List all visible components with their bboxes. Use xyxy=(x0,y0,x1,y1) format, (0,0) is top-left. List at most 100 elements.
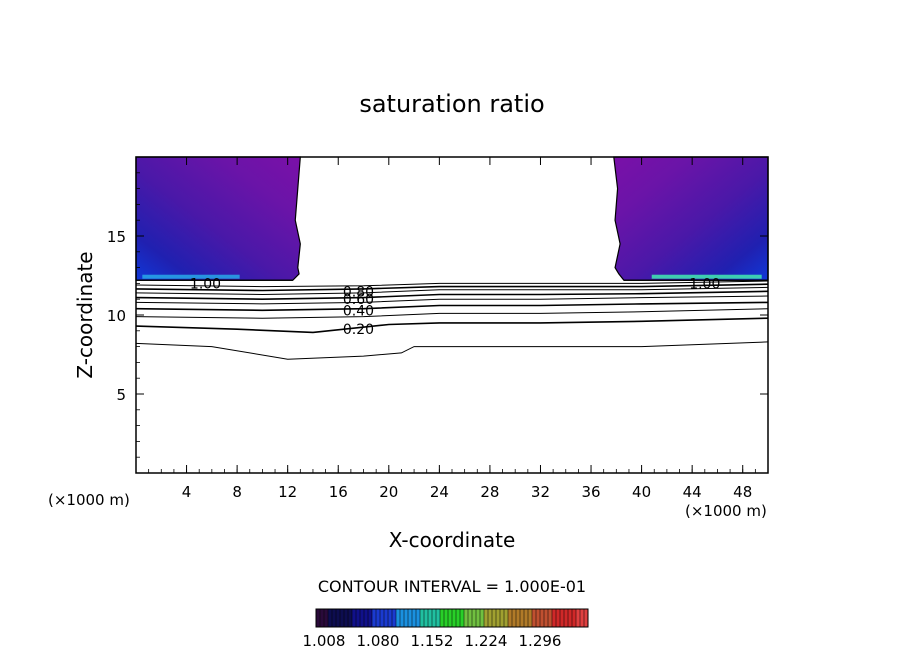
colorbar-cell xyxy=(436,609,441,627)
x-axis-label: X-coordinate xyxy=(389,528,516,552)
colorbar-cell xyxy=(340,609,345,627)
colorbar-cell xyxy=(364,609,369,627)
y-axis-label: Z-coordinate xyxy=(73,251,97,378)
colorbar-tick-label: 1.224 xyxy=(465,632,508,650)
colorbar-cell xyxy=(572,609,577,627)
colorbar-cell xyxy=(324,609,329,627)
colorbar-cell xyxy=(452,609,457,627)
x-tick-label: 12 xyxy=(278,483,297,501)
colorbar-cell xyxy=(404,609,409,627)
colorbar-tick-labels: 1.008 1.080 1.152 1.224 1.296 xyxy=(303,632,562,650)
colorbar-tick-label: 1.152 xyxy=(411,632,454,650)
colorbar-cell xyxy=(336,609,341,627)
colorbar-cell xyxy=(500,609,505,627)
x-tick-label: 20 xyxy=(379,483,398,501)
colorbar-cell xyxy=(484,609,489,627)
colorbar-cell xyxy=(412,609,417,627)
colorbar-cell xyxy=(328,609,333,627)
colorbar-cell xyxy=(408,609,413,627)
supersat-peak-right xyxy=(651,274,762,279)
colorbar-cell xyxy=(368,609,373,627)
colorbar-cell xyxy=(320,609,325,627)
x-tick-label: 16 xyxy=(329,483,348,501)
colorbar-cell xyxy=(584,609,589,627)
contour-label-1: 0.80 xyxy=(343,284,374,300)
colorbar-cell xyxy=(492,609,497,627)
colorbar-cell xyxy=(556,609,561,627)
colorbar-cell xyxy=(552,609,557,627)
y-tick-label: 15 xyxy=(107,228,126,246)
contour-interval-label: CONTOUR INTERVAL = 1.000E-01 xyxy=(318,577,586,596)
x-tick-label: 32 xyxy=(531,483,550,501)
colorbar-cell xyxy=(468,609,473,627)
colorbar-cell xyxy=(512,609,517,627)
colorbar-cell xyxy=(532,609,537,627)
contour-line-0.1 xyxy=(135,341,769,360)
contour-label-4: 0.20 xyxy=(343,322,374,338)
x-tick-label: 40 xyxy=(632,483,651,501)
x-tick-label: 28 xyxy=(480,483,499,501)
x-tick-label: 44 xyxy=(683,483,702,501)
contour-line-0.4 xyxy=(135,301,769,312)
colorbar-cell xyxy=(392,609,397,627)
colorbar-cell xyxy=(488,609,493,627)
colorbar-cell xyxy=(388,609,393,627)
colorbar-cell xyxy=(520,609,525,627)
colorbar-cell xyxy=(372,609,377,627)
x-tick-label: 24 xyxy=(430,483,449,501)
supersat-region-right xyxy=(613,156,769,281)
colorbar-cell xyxy=(564,609,569,627)
colorbar-cell xyxy=(540,609,545,627)
contour-label-2: 0.60 xyxy=(343,292,374,308)
contour-line-0.5 xyxy=(135,295,769,305)
contour-line-0.6 xyxy=(135,290,769,301)
x-unit-right: (×1000 m) xyxy=(685,502,767,520)
y-tick-label: 10 xyxy=(107,307,126,325)
colorbar-cell xyxy=(384,609,389,627)
colorbar-cell xyxy=(448,609,453,627)
colorbar-cell xyxy=(548,609,553,627)
colorbar-cell xyxy=(524,609,529,627)
contour-line-0.9 xyxy=(135,280,769,288)
contour-line-0.2 xyxy=(135,317,769,334)
colorbar-cell xyxy=(316,609,321,627)
colorbar-cell xyxy=(560,609,565,627)
colorbar-cell xyxy=(352,609,357,627)
colorbar-cell xyxy=(504,609,509,627)
colorbar-cell xyxy=(508,609,513,627)
colorbar-cell xyxy=(424,609,429,627)
contour-label-3: 0.40 xyxy=(343,303,374,319)
colorbar xyxy=(315,608,589,628)
colorbar-cell xyxy=(444,609,449,627)
colorbar-cell xyxy=(456,609,461,627)
colorbar-cell xyxy=(576,609,581,627)
x-tick-label: 8 xyxy=(232,483,242,501)
colorbar-cell xyxy=(460,609,465,627)
colorbar-tick-label: 1.008 xyxy=(303,632,346,650)
x-tick-label: 48 xyxy=(733,483,752,501)
supersat-peak-left xyxy=(142,274,240,279)
colorbar-frame xyxy=(315,608,589,628)
colorbar-cell xyxy=(476,609,481,627)
colorbar-cell xyxy=(568,609,573,627)
colorbar-cell xyxy=(332,609,337,627)
contour-line-0.7 xyxy=(135,286,769,296)
colorbar-cell xyxy=(360,609,365,627)
colorbar-cell xyxy=(396,609,401,627)
supersat-region-left xyxy=(135,156,301,281)
colorbar-cell xyxy=(480,609,485,627)
colorbar-cell xyxy=(380,609,385,627)
colorbar-cell xyxy=(428,609,433,627)
colorbar-cell xyxy=(472,609,477,627)
x-axis-ticks: 4 8 12 16 20 24 28 32 36 40 44 48 xyxy=(148,157,756,501)
colorbar-cell xyxy=(416,609,421,627)
y-tick-label: 5 xyxy=(116,386,126,404)
supersaturation-regions xyxy=(135,156,769,281)
contour-label-0: 1.00 xyxy=(190,276,221,292)
contour-labels: 1.00 0.800.600.40 0.20 1.00 xyxy=(190,276,720,338)
contour-lines xyxy=(135,280,769,360)
x-tick-label: 36 xyxy=(581,483,600,501)
contour-line-0.3 xyxy=(135,308,769,319)
colorbar-cell xyxy=(516,609,521,627)
